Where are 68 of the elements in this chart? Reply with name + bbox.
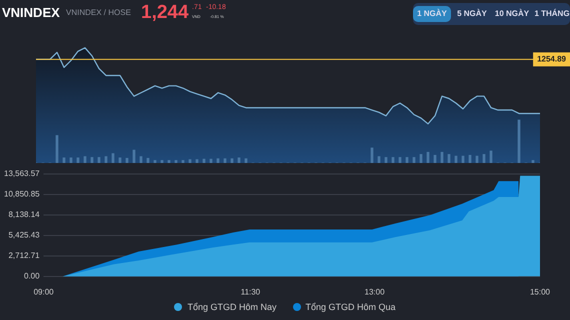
bar xyxy=(440,152,444,163)
y-tick-label: 2,712.71 xyxy=(8,251,40,260)
bar xyxy=(118,158,122,163)
bar xyxy=(160,160,164,163)
bar xyxy=(370,148,374,163)
bar xyxy=(238,158,240,163)
bar xyxy=(378,156,380,163)
y-tick-label: 5,425.43 xyxy=(8,230,40,240)
y-tick-label: 10,850.85 xyxy=(4,190,40,199)
bar xyxy=(202,158,206,163)
legend-label: Tổng GTGD Hôm Nay xyxy=(186,302,276,312)
text: 1 NGÀY xyxy=(413,6,451,22)
bar xyxy=(448,154,450,163)
bar xyxy=(154,160,156,163)
bar xyxy=(426,152,430,163)
bar xyxy=(412,157,416,163)
bar xyxy=(518,120,520,163)
x-tick-label: 15:00 xyxy=(530,287,551,296)
annotation: 1254.89 xyxy=(537,54,567,64)
bar xyxy=(482,154,486,163)
x-tick-label: 09:00 xyxy=(34,287,54,296)
y-tick-label: 13,563.57 xyxy=(4,169,40,178)
bar xyxy=(406,157,408,163)
bar xyxy=(490,150,492,163)
bar xyxy=(70,158,72,163)
text: 10 NGÀY xyxy=(494,8,530,20)
bar xyxy=(224,158,226,163)
bar xyxy=(462,156,464,163)
bar xyxy=(76,158,80,163)
bar xyxy=(140,156,142,163)
bar xyxy=(210,158,212,163)
x-tick-label: 13:00 xyxy=(364,287,386,296)
text: 1,244 xyxy=(141,2,189,24)
bar xyxy=(112,153,114,163)
text: 5 NGÀY xyxy=(456,8,488,20)
bar xyxy=(196,159,198,163)
y-tick-label: 8,138.14 xyxy=(8,210,40,220)
bar xyxy=(188,159,192,163)
bar xyxy=(62,158,66,163)
bar xyxy=(84,156,86,163)
bar xyxy=(244,158,248,163)
bar xyxy=(98,157,100,163)
legend-label: Tổng GTGD Hôm Qua xyxy=(304,302,396,312)
bar xyxy=(420,154,422,163)
bar xyxy=(398,157,402,163)
y-tick-label: 0.00 xyxy=(24,272,40,281)
bar xyxy=(230,158,234,163)
bar xyxy=(146,158,150,163)
bar xyxy=(104,156,108,163)
chart-subtitle: VNINDEX / HOSE xyxy=(66,8,131,17)
bar xyxy=(434,154,436,163)
text: 1 THÁNG xyxy=(533,8,570,20)
bar xyxy=(132,150,136,163)
bar xyxy=(476,156,478,163)
bar xyxy=(126,158,128,163)
bar xyxy=(392,157,394,163)
x-tick-label: 11:30 xyxy=(240,287,261,296)
bar xyxy=(56,135,58,163)
bar xyxy=(174,160,178,163)
bar xyxy=(454,156,458,163)
bar xyxy=(90,157,94,163)
bar xyxy=(384,157,388,163)
bar xyxy=(216,158,220,163)
chart-title: VNINDEX xyxy=(2,5,60,20)
bar xyxy=(182,160,184,163)
bar xyxy=(532,160,534,163)
bar xyxy=(468,154,472,163)
bar xyxy=(168,160,170,163)
